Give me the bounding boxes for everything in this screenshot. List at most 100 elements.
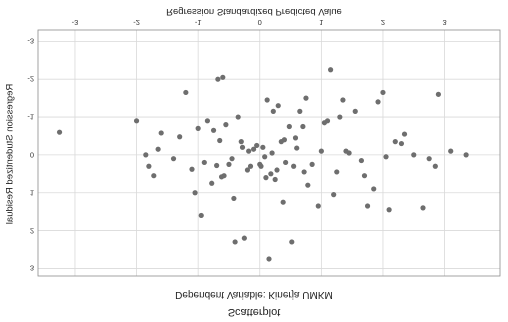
data-point (192, 190, 198, 196)
data-point (286, 123, 292, 130)
data-point (448, 148, 454, 154)
data-point (201, 159, 207, 166)
data-point (309, 161, 315, 167)
data-point (247, 163, 254, 169)
data-point (56, 129, 63, 135)
data-point (426, 156, 432, 162)
data-point (283, 159, 289, 166)
data-point (331, 192, 337, 198)
data-point (204, 118, 210, 124)
data-point (210, 127, 217, 133)
data-point (133, 118, 140, 124)
data-point (411, 152, 417, 158)
data-point (264, 97, 270, 103)
data-point (270, 108, 276, 114)
data-point (268, 171, 274, 177)
y-tick-label: -1 (27, 112, 34, 122)
data-point (291, 163, 297, 169)
data-point (244, 167, 251, 173)
data-point (251, 146, 257, 152)
data-point (420, 205, 426, 211)
data-point (292, 135, 299, 141)
data-point (398, 140, 405, 147)
data-point (375, 99, 381, 105)
data-point (303, 95, 309, 101)
data-point (260, 144, 266, 150)
y-tick-label: 1 (29, 188, 34, 198)
data-point (432, 163, 438, 169)
x-tick-label: 1 (319, 18, 324, 27)
plot-frame (37, 29, 501, 277)
data-point (189, 166, 195, 172)
data-point (183, 89, 189, 96)
data-point (358, 157, 364, 164)
data-point (361, 173, 368, 179)
data-point (195, 125, 201, 131)
data-point (226, 161, 232, 167)
data-point (392, 139, 398, 145)
data-point (315, 203, 321, 209)
data-point (170, 156, 177, 162)
grid-lines-y (38, 40, 500, 269)
y-tick-label: 2 (29, 226, 34, 236)
data-point (280, 199, 286, 205)
data-point (274, 167, 280, 173)
data-point (301, 169, 307, 175)
data-point (334, 169, 340, 175)
x-tick-label: -3 (71, 18, 79, 27)
x-axis-label: Regression Standardized Predicted Value (166, 6, 342, 17)
data-point (337, 114, 343, 120)
data-point (215, 76, 221, 82)
data-point (294, 145, 300, 151)
data-point (214, 162, 220, 169)
data-point (371, 186, 377, 192)
data-point (318, 148, 324, 154)
data-point (364, 203, 371, 209)
data-point (340, 97, 346, 103)
y-tick-label: 3 (29, 263, 34, 273)
data-point (220, 74, 226, 80)
data-point (238, 139, 244, 145)
data-point (155, 146, 161, 152)
data-point (232, 239, 238, 245)
plot-background (38, 30, 500, 276)
data-point (151, 173, 157, 179)
data-point (328, 67, 334, 73)
data-point (177, 134, 183, 140)
data-point (346, 150, 352, 156)
data-point (246, 148, 252, 154)
data-point (275, 103, 281, 109)
y-tick-label: -3 (27, 36, 34, 46)
data-point (262, 154, 268, 160)
x-tick-label: 0 (257, 18, 262, 27)
data-point (463, 152, 469, 158)
data-point (223, 122, 229, 128)
x-tick-label: 3 (442, 18, 447, 27)
data-point (235, 114, 241, 120)
data-point (158, 130, 164, 136)
y-tick-label: 0 (29, 150, 34, 160)
x-tick-label: -1 (194, 18, 202, 27)
data-point (435, 91, 441, 97)
data-point (289, 239, 295, 245)
data-point (401, 131, 408, 137)
y-axis-label: Regression Studentized Residual (4, 83, 16, 225)
data-point (352, 108, 358, 114)
y-tick-label: -2 (27, 74, 34, 84)
data-point (198, 212, 204, 219)
data-points (56, 67, 469, 262)
data-point (297, 108, 303, 114)
data-point (221, 173, 227, 179)
x-tick-label: -2 (133, 18, 140, 27)
data-point (272, 176, 278, 183)
data-point (380, 89, 386, 96)
data-point (281, 137, 287, 143)
data-point (254, 142, 260, 149)
data-point (146, 163, 152, 169)
data-point (241, 235, 247, 241)
data-point (239, 144, 246, 150)
data-point (143, 152, 149, 158)
data-point (305, 182, 311, 188)
